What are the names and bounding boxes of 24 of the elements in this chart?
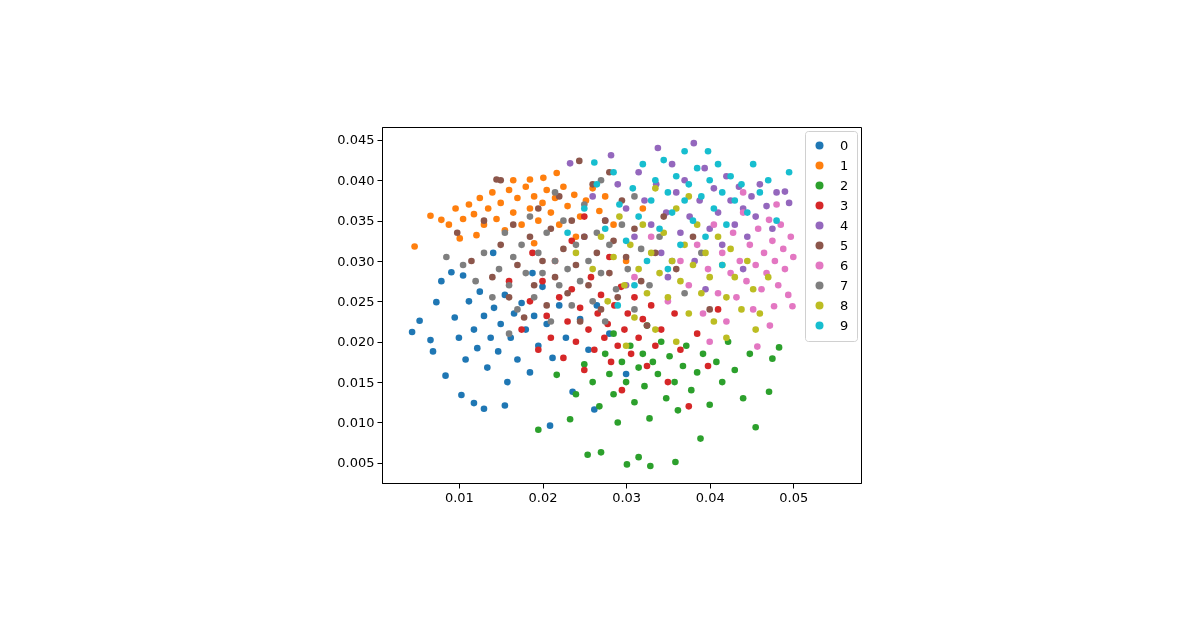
- legend-label: 6: [840, 257, 849, 273]
- x-tick-label: 0.03: [612, 489, 642, 505]
- legend-label: 9: [840, 317, 849, 333]
- y-tick-label: 0.045: [337, 132, 375, 148]
- x-tick-label: 0.04: [695, 489, 725, 505]
- legend-label: 4: [840, 217, 849, 233]
- legend-label: 2: [840, 177, 849, 193]
- legend-label: 3: [840, 197, 849, 213]
- y-tick-label: 0.005: [337, 455, 375, 471]
- x-tick-label: 0.02: [528, 489, 558, 505]
- legend-label: 7: [840, 277, 849, 293]
- x-tick-label: 0.05: [779, 489, 809, 505]
- legend-label: 1: [840, 157, 849, 173]
- y-tick-label: 0.020: [337, 334, 375, 350]
- legend-label: 8: [840, 297, 849, 313]
- legend-label: 5: [840, 237, 849, 253]
- y-tick-label: 0.010: [337, 414, 375, 430]
- y-tick-label: 0.025: [337, 293, 375, 309]
- y-tick-label: 0.040: [337, 172, 375, 188]
- y-tick-label: 0.030: [337, 253, 375, 269]
- y-tick-label: 0.015: [337, 374, 375, 390]
- x-tick-label: 0.01: [444, 489, 474, 505]
- y-tick-label: 0.035: [337, 213, 375, 229]
- legend-label: 0: [840, 137, 849, 153]
